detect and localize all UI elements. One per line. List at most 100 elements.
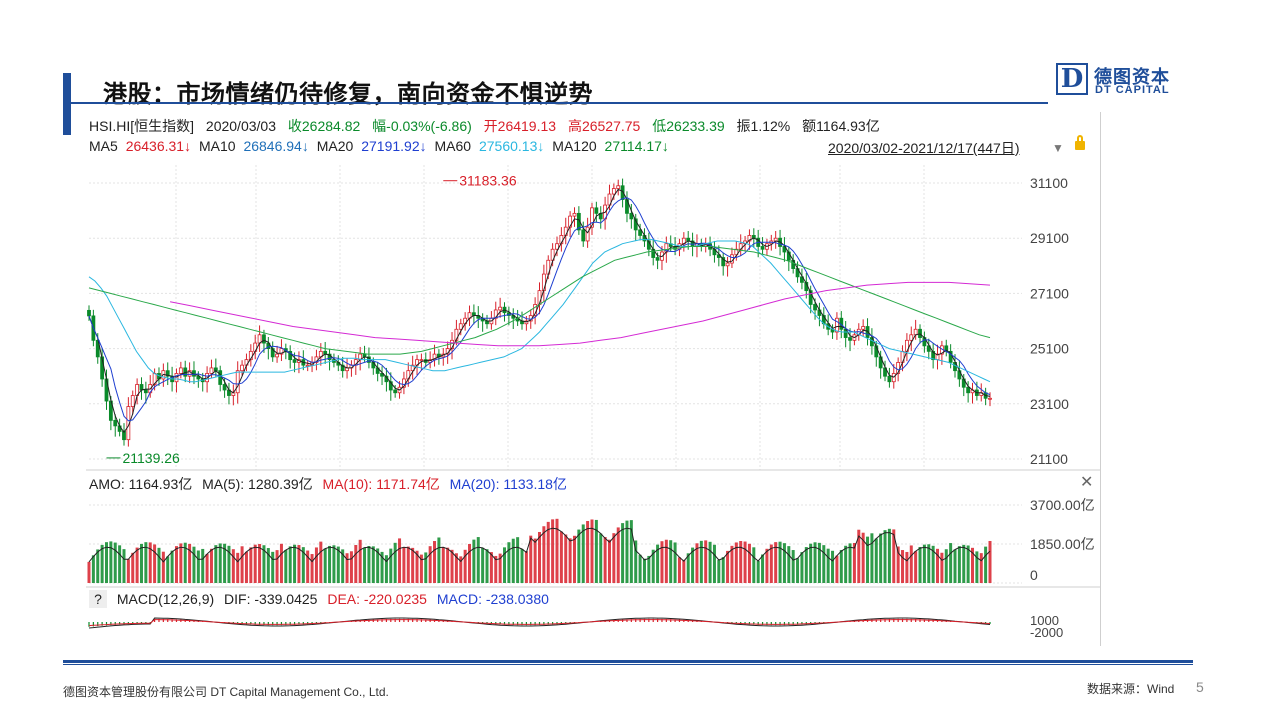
date-range-selector[interactable]: 2020/03/02-2021/12/17(447日) [828,140,1020,156]
candle-body [913,328,918,336]
volume-bar [551,519,555,583]
volume-bar [664,539,668,583]
volume-bar [883,530,887,583]
volume-bar [699,540,703,583]
volume-bar [686,553,690,583]
y-tick-label: 23100 [1030,396,1069,412]
volume-bar [446,547,450,583]
candle-body [139,384,144,391]
candle-body [458,323,463,330]
volume-bar [761,554,765,583]
volume-bar [774,542,778,583]
volume-bar [104,542,108,583]
volume-bar [682,559,686,583]
volume-bar [371,546,375,583]
volume-bar [677,557,681,583]
ma5-line [88,188,991,434]
volume-bar [236,552,240,583]
volume-bar [721,557,725,583]
volume-bar [625,520,629,583]
macd-tick-label: 1000 [1030,613,1059,628]
volume-bar [966,545,970,583]
volume-bar [555,518,559,583]
volume-bar [153,544,157,583]
volume-bar [332,545,336,583]
index-code[interactable]: HSI.HI[恒生指数] [89,118,195,134]
candle-body [279,348,284,355]
volume-bar [743,541,747,583]
dropdown-triangle-icon[interactable]: ▼ [1052,141,1064,155]
volume-bar [411,547,415,583]
volume-bar [612,533,616,583]
candle-body [410,364,415,372]
candle-body [555,243,559,250]
volume-bar [205,554,209,583]
volume-bar [100,544,104,583]
volume-bar [349,551,353,583]
volume-bar [244,551,248,583]
volume-bar [800,552,804,583]
volume-bar [367,546,371,583]
volume-bar [603,537,607,583]
volume-bar [358,539,362,583]
lock-icon[interactable] [1075,135,1085,150]
volume-bar [96,549,100,583]
volume-bar [406,546,410,583]
chart-panel [86,112,1101,646]
volume-bar [756,561,760,583]
volume-bar [975,551,979,583]
volume-bar [450,549,454,583]
volume-bar [201,548,205,583]
footer-company: 德图资本管理股份有限公司 DT Capital Management Co., … [63,685,389,699]
y-tick-label: 25100 [1030,341,1069,357]
volume-bar [831,550,835,583]
volume-bar [196,550,200,583]
ma10-line [88,197,991,422]
volume-bar [376,548,380,583]
y-tick-label: 29100 [1030,230,1069,246]
volume-bar [927,544,931,583]
volume-bar [258,543,262,583]
volume-bar [568,538,572,583]
title-underline [71,102,1048,104]
volume-bar [398,538,402,583]
ma20-value: 27191.92↓ [361,138,427,154]
volume-bar [118,545,122,583]
volume-bar [594,519,598,583]
logo-chinese: 德图资本 [1094,67,1170,88]
volume-bar [564,534,568,583]
volume-bar [892,529,896,583]
dif-value: DIF: -339.0425 [224,591,318,607]
help-icon[interactable]: ? [89,590,107,608]
ma20-line [88,239,991,383]
candle-body [909,334,914,341]
volume-bar [157,547,161,583]
volume-bar [984,546,988,583]
candle-body [887,375,892,383]
volume-bar [253,544,257,583]
volume-bar [218,543,222,583]
candle-body [585,226,590,242]
volume-bar [796,558,800,583]
candle-body [813,304,817,311]
candle-body [638,229,642,236]
volume-bar [384,555,388,583]
volume-bar [857,529,861,583]
volume-bar [109,541,113,583]
dea-value: DEA: -220.0235 [327,591,427,607]
volume-tick-label: 3700.00亿 [1030,497,1095,513]
volume-bar [581,524,585,583]
candle-body [235,370,240,394]
close-icon[interactable]: ✕ [1080,474,1094,491]
candle-body [616,185,621,189]
volume-bar [852,542,856,583]
candle-body [966,386,971,394]
volume-bar [988,540,992,583]
volume-bar [651,549,655,583]
volume-bar [135,547,139,583]
volume-bar [909,545,913,583]
volume-bar [441,547,445,583]
volume-bar [380,551,384,583]
candle-body [611,188,616,195]
volume-bar [507,542,511,583]
